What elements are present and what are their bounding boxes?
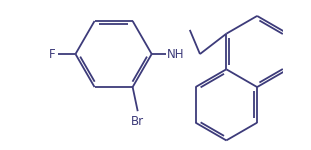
- Text: Br: Br: [131, 115, 144, 128]
- Text: F: F: [49, 48, 55, 61]
- Text: NH: NH: [167, 48, 184, 61]
